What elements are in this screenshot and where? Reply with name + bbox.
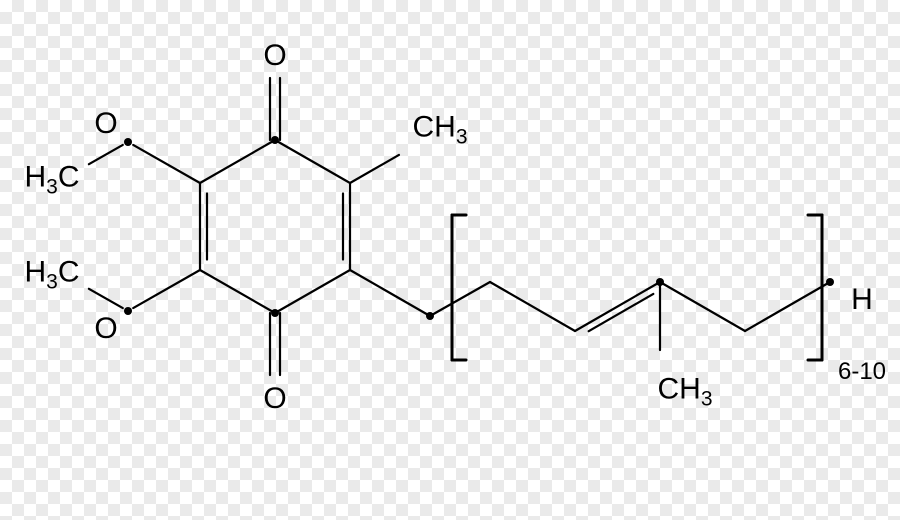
label-h3c_bot: H3C xyxy=(24,256,79,295)
label-ch3_side: CH3 xyxy=(657,373,712,412)
structure-svg xyxy=(0,0,900,520)
label-o_top_lbl: O xyxy=(263,39,286,73)
label-o5_lbl: O xyxy=(94,312,117,346)
label-h_end_lbl: H xyxy=(851,283,873,317)
label-h3c_top: H3C xyxy=(24,161,79,200)
label-repeat_n: 6-10 xyxy=(838,358,886,386)
label-o6_lbl: O xyxy=(94,107,117,141)
label-o_bot_lbl: O xyxy=(263,382,286,416)
label-ch3_top: CH3 xyxy=(412,111,467,150)
